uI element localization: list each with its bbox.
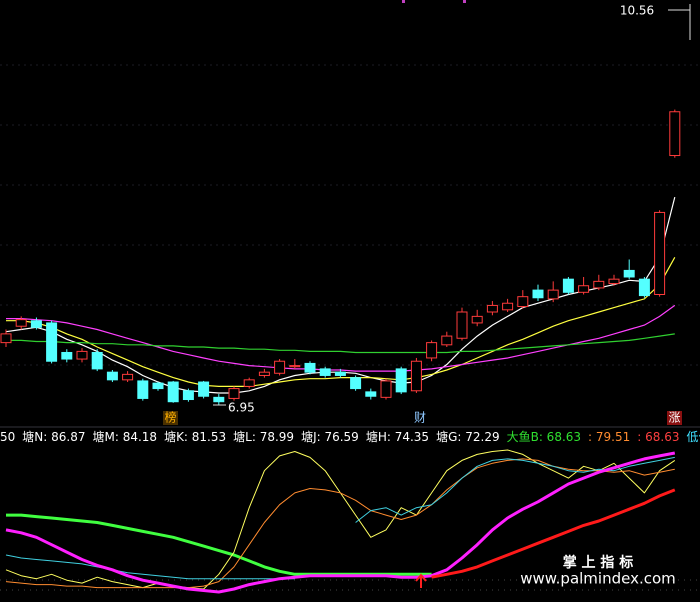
watermark-title: 掌 上 指 标 (563, 554, 634, 571)
candle-body (319, 368, 331, 376)
candle-body (654, 211, 666, 295)
candle-body (623, 269, 635, 278)
indicator-value: 塘H: 74.35 (365, 430, 430, 444)
indicator-value: 塘G: 72.29 (436, 430, 500, 444)
candle-body (669, 111, 681, 157)
candle-body (593, 280, 605, 289)
indicator-line (5, 456, 675, 580)
candle-body (243, 379, 255, 387)
candle-body (608, 278, 620, 285)
indicator-line (6, 513, 432, 576)
indicator-bar: 50 塘N: 86.87 塘M: 84.18 塘K: 81.53 塘L: 78.99 塘J… (0, 428, 700, 446)
indicator-value: 塘M: 84.18 (92, 430, 158, 444)
candle-body (517, 296, 529, 308)
indicator-value: 塘L: 78.99 (233, 430, 295, 444)
candle-body (76, 350, 88, 360)
top-mark (463, 0, 466, 3)
candle-body (502, 302, 514, 311)
marker: 涨 (668, 410, 680, 425)
marker-bg (163, 411, 178, 425)
candle-body (486, 304, 498, 313)
candle-body (30, 320, 42, 328)
candle-body (578, 285, 590, 293)
candle-body (426, 342, 438, 359)
indicator-value: 大鱼B: 68.63 (506, 430, 582, 444)
candle-body (46, 322, 58, 362)
indicator-value: : 68.63 (637, 430, 680, 444)
ma-lines (5, 196, 676, 394)
high-label: 10.56 (620, 4, 654, 18)
candle-body (182, 390, 194, 401)
candle-body (213, 396, 225, 403)
candle-body (289, 365, 301, 368)
top-mark (402, 0, 405, 3)
candle-body (61, 351, 73, 360)
indicator-value: 低位线: 15.00 (686, 430, 700, 444)
indicator-line (5, 451, 676, 594)
candle-body (167, 381, 179, 403)
candle-body (456, 311, 468, 339)
candle-body (152, 382, 164, 390)
low-label: 6.95 (228, 401, 255, 415)
candle-body (471, 315, 483, 324)
candle-body (274, 360, 286, 374)
indicator-value: 50 (0, 430, 16, 444)
indicator-panel (5, 449, 676, 594)
indicator-value: 塘K: 81.53 (164, 430, 227, 444)
ma-line (6, 333, 675, 354)
candle-body (410, 360, 422, 392)
ma-line (5, 196, 676, 394)
candle-body (638, 278, 650, 297)
candle-body (228, 388, 240, 399)
signal-arrow (415, 573, 427, 588)
grid (0, 64, 700, 366)
indicator-line (431, 488, 676, 579)
candle-body (198, 381, 210, 397)
marker: 榜 (164, 410, 176, 425)
candle-body (122, 373, 134, 381)
candle-body (137, 380, 149, 399)
candle-body (395, 368, 407, 393)
indicator-value: 塘N: 86.87 (22, 430, 86, 444)
candle-body (304, 362, 316, 373)
candle-body (562, 278, 574, 293)
candle-body (106, 371, 118, 381)
marker-bg (667, 411, 682, 425)
marker: 财 (414, 411, 426, 425)
candle-body (91, 351, 103, 370)
candle-body (334, 371, 346, 376)
candle-body (15, 319, 27, 327)
ma-line (6, 304, 676, 372)
candle-body (532, 289, 544, 299)
ma-line (6, 257, 676, 387)
candles (0, 109, 681, 405)
indicator-value: 塘J: 76.59 (301, 430, 359, 444)
watermark-url: www.palmindex.com (520, 570, 676, 588)
candle-body (258, 371, 270, 376)
candle-body (350, 377, 362, 390)
indicator-line (5, 458, 675, 589)
indicator-value: : 79.51 (588, 430, 631, 444)
candle-body (441, 335, 453, 346)
candle-body (547, 289, 559, 300)
candle-body (365, 391, 377, 397)
candle-body (380, 380, 392, 398)
candle-body (0, 333, 12, 344)
